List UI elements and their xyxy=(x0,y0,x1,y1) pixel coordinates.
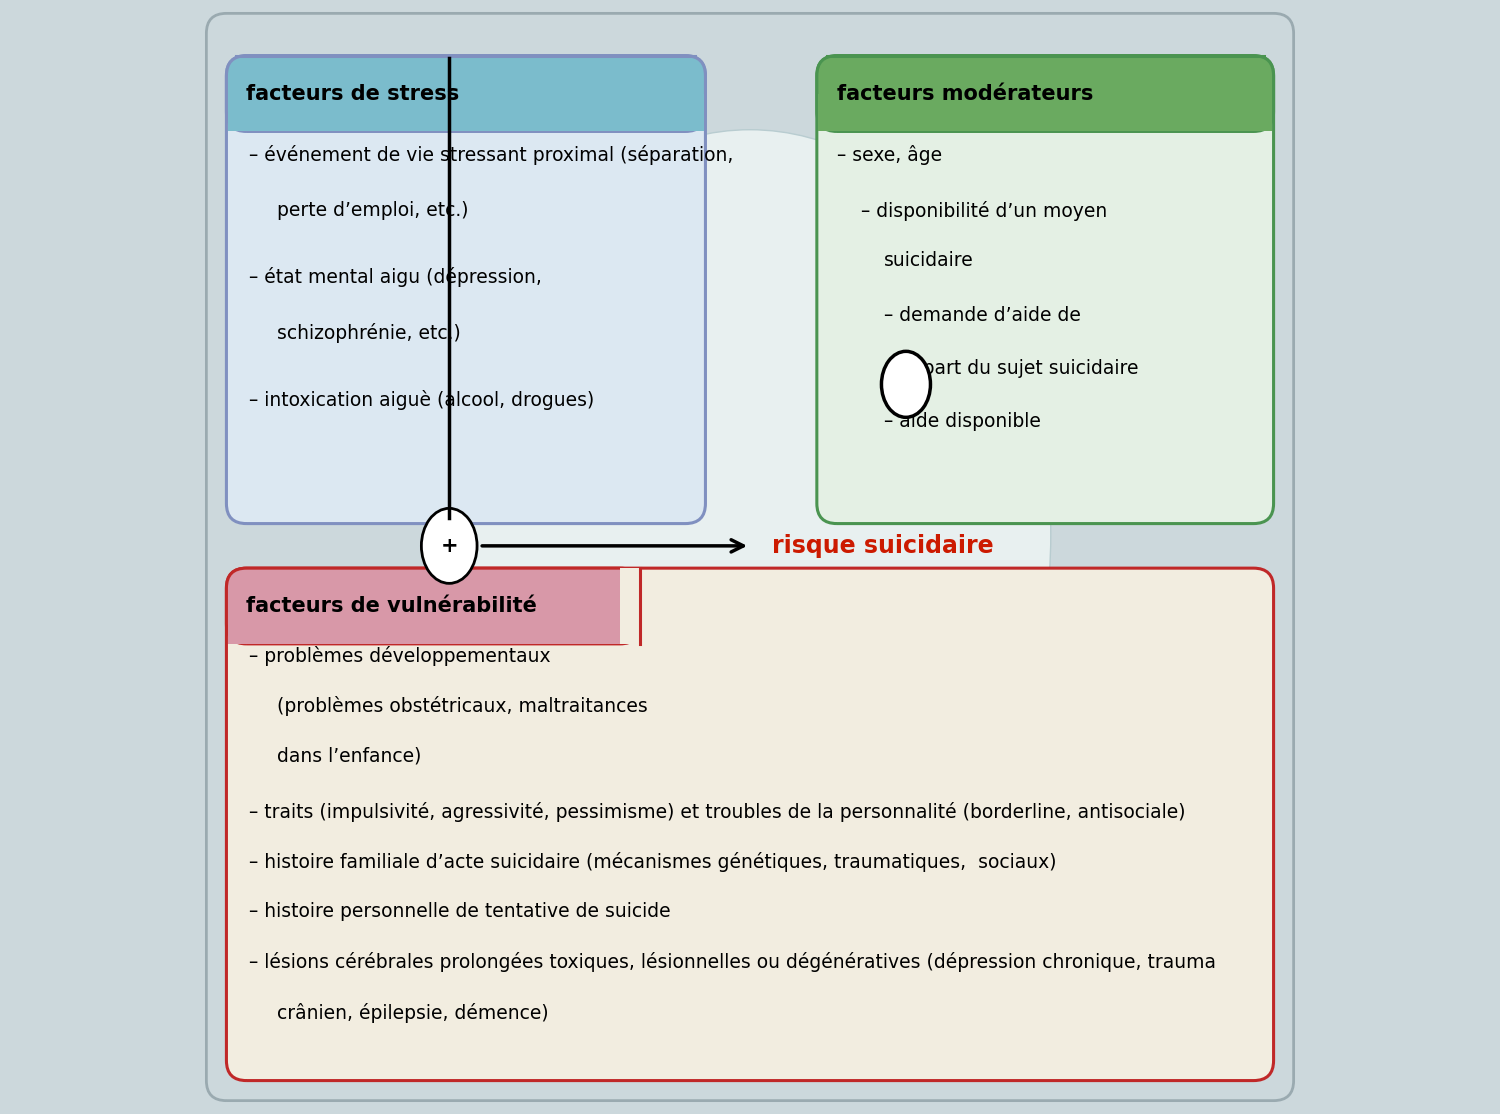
Text: dans l’enfance): dans l’enfance) xyxy=(276,746,422,765)
Text: – demande d’aide de: – demande d’aide de xyxy=(884,306,1080,325)
Text: – intoxication aiguè (alcool, drogues): – intoxication aiguè (alcool, drogues) xyxy=(249,390,594,410)
Bar xyxy=(228,94,705,131)
Ellipse shape xyxy=(422,508,477,584)
PathPatch shape xyxy=(818,56,1274,131)
PathPatch shape xyxy=(818,56,1274,524)
Text: – lésions cérébrales prolongées toxiques, lésionnelles ou dégénératives (dépress: – lésions cérébrales prolongées toxiques… xyxy=(249,952,1215,973)
Text: schizophrénie, etc.): schizophrénie, etc.) xyxy=(276,323,460,343)
Text: – traits (impulsivité, agressivité, pessimisme) et troubles de la personnalité (: – traits (impulsivité, agressivité, pess… xyxy=(249,802,1185,822)
Text: – histoire personnelle de tentative de suicide: – histoire personnelle de tentative de s… xyxy=(249,902,670,921)
Text: risque suicidaire: risque suicidaire xyxy=(772,534,994,558)
Text: – aide disponible: – aide disponible xyxy=(884,412,1041,431)
Text: +: + xyxy=(441,536,458,556)
Bar xyxy=(228,606,639,644)
PathPatch shape xyxy=(226,56,705,524)
Text: facteurs de stress: facteurs de stress xyxy=(246,84,459,104)
Text: – histoire familiale d’acte suicidaire (mécanismes génétiques, traumatiques,  so: – histoire familiale d’acte suicidaire (… xyxy=(249,852,1056,872)
Text: – problèmes développementaux: – problèmes développementaux xyxy=(249,646,550,666)
Text: la part du sujet suicidaire: la part du sujet suicidaire xyxy=(900,359,1138,378)
Text: – événement de vie stressant proximal (séparation,: – événement de vie stressant proximal (s… xyxy=(249,145,734,165)
Bar xyxy=(818,94,1272,131)
Ellipse shape xyxy=(882,351,930,418)
Text: suicidaire: suicidaire xyxy=(884,251,974,270)
PathPatch shape xyxy=(226,568,640,644)
PathPatch shape xyxy=(207,13,1293,1101)
PathPatch shape xyxy=(226,56,705,131)
Text: – sexe, âge: – sexe, âge xyxy=(837,145,942,165)
Text: (problèmes obstétricaux, maltraitances: (problèmes obstétricaux, maltraitances xyxy=(276,696,648,716)
Text: facteurs modérateurs: facteurs modérateurs xyxy=(837,84,1094,104)
PathPatch shape xyxy=(226,568,1274,1081)
Text: – état mental aigu (dépression,: – état mental aigu (dépression, xyxy=(249,267,542,287)
Ellipse shape xyxy=(448,129,1052,940)
Text: crânien, épilepsie, démence): crânien, épilepsie, démence) xyxy=(276,1003,548,1023)
Text: – disponibilité d’un moyen: – disponibilité d’un moyen xyxy=(861,201,1107,221)
Bar xyxy=(620,568,642,644)
Text: facteurs de vulnérabilité: facteurs de vulnérabilité xyxy=(246,596,537,616)
Text: perte d’emploi, etc.): perte d’emploi, etc.) xyxy=(276,201,468,219)
